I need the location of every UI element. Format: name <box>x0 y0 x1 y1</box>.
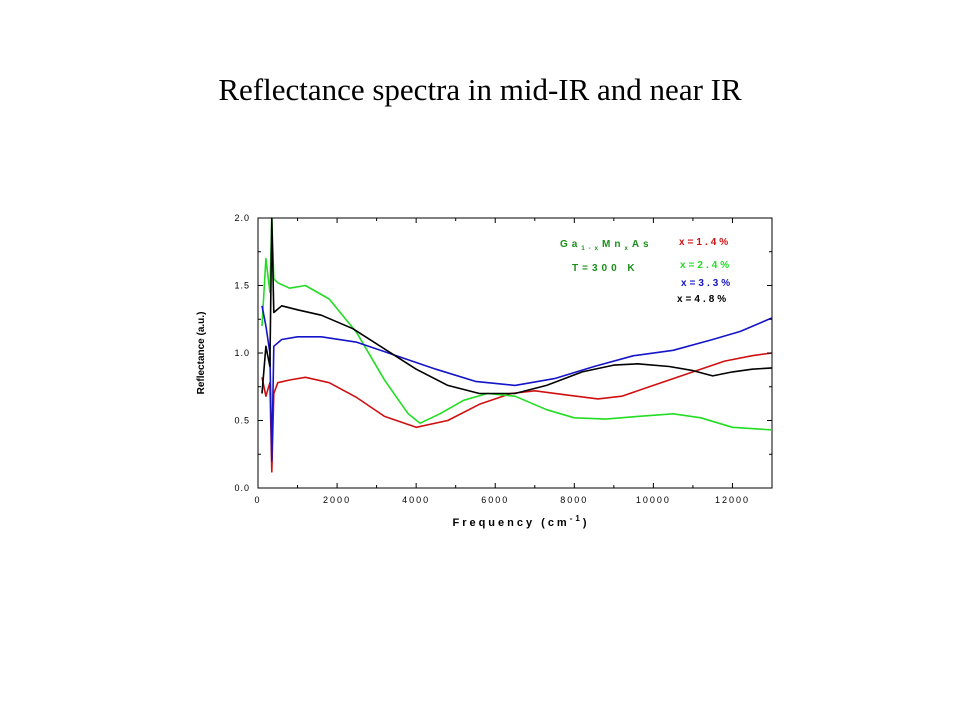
legend-entry-4: x=4.8% <box>677 294 729 305</box>
x-tick-label: 10000 <box>636 495 671 505</box>
x-tick-label: 8000 <box>560 495 588 505</box>
y-tick-label: 1.0 <box>234 348 250 358</box>
x-tick-label: 6000 <box>481 495 509 505</box>
series-layer <box>261 217 773 473</box>
y-tick-label: 0.0 <box>234 483 250 493</box>
annotation-layer: Ga1-xMnxAs T=300 K <box>560 239 653 274</box>
material-formula: Ga1-xMnxAs <box>560 239 653 252</box>
legend: x=1.4% x=2.4% x=3.3% x=4.8% <box>677 237 733 305</box>
y-tick-label: 2.0 <box>234 213 250 223</box>
series-line-4 <box>261 217 773 395</box>
x-tick-label: 0 <box>254 495 261 505</box>
series-line-2 <box>261 217 773 431</box>
legend-entry-3: x=3.3% <box>681 278 733 289</box>
y-tick-label: 1.5 <box>234 281 250 291</box>
x-tick-label: 12000 <box>715 495 750 505</box>
axis-layer: 0 2000 4000 6000 8000 10000 12000 0.0 0.5 1.0 1.5 2… <box>196 213 772 529</box>
y-axis-label: Reflectance (a.u.) <box>196 312 207 395</box>
plot-frame <box>257 217 773 489</box>
temperature-label: T=300 K <box>572 263 639 274</box>
y-tick-label: 0.5 <box>234 416 250 426</box>
x-axis-label: Frequency (cm-1) <box>452 514 589 529</box>
legend-entry-1: x=1.4% <box>679 237 731 248</box>
x-tick-label: 4000 <box>402 495 430 505</box>
series-line-3 <box>261 305 773 462</box>
page-title: Reflectance spectra in mid-IR and near I… <box>218 72 742 107</box>
x-tick-label: 2000 <box>323 495 351 505</box>
legend-entry-2: x=2.4% <box>680 260 732 271</box>
plot-border <box>257 217 773 489</box>
